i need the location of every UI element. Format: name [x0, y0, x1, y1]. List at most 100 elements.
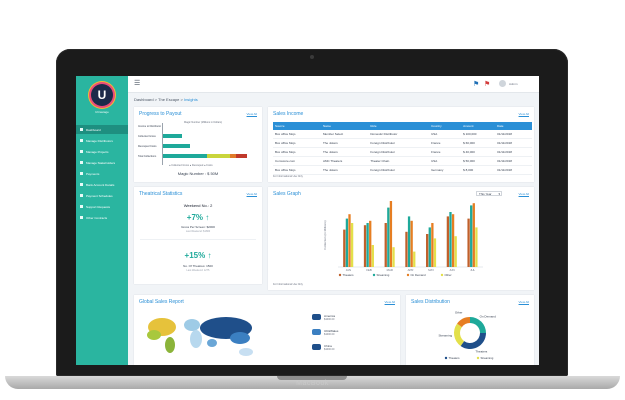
sidebar-item-other-contracts[interactable]: Other Contracts — [76, 213, 128, 222]
legend-swatch — [338, 273, 342, 277]
sidebar-item-label: Manage Projects — [86, 149, 109, 154]
column-header[interactable]: Name — [320, 122, 369, 130]
donut-slice — [457, 317, 470, 328]
gross-last-weekend: Last Weekend: $1800 — [185, 230, 211, 233]
sidebar-item-label: Manage Stakeholders — [86, 160, 116, 165]
bar — [426, 234, 429, 267]
nav-item-icon — [80, 139, 83, 142]
nav-item-icon — [80, 194, 83, 197]
region-name: UK&Wales — [324, 329, 339, 333]
table-cell: Box office Mojo — [273, 138, 321, 148]
slice-label: Streaming — [438, 333, 452, 337]
user-name[interactable]: Admin — [509, 82, 518, 86]
laptop-lid: U Ultrastage Dashboard Manage Distributor… — [56, 49, 568, 376]
sales-graph-view-all[interactable]: View All — [518, 192, 529, 196]
laptop-base — [5, 376, 620, 389]
table-row[interactable]: Box office Mojo The Jokers Foreign Distrib… — [273, 165, 532, 175]
progress-view-all[interactable]: View All — [246, 112, 257, 116]
bar — [369, 220, 372, 267]
bar — [413, 251, 416, 267]
legend-swatch — [476, 356, 480, 360]
bar — [348, 214, 351, 267]
region-value: $1000.00 — [324, 348, 335, 351]
sidebar-item-support-requests[interactable]: Support Requests — [76, 202, 128, 211]
progress-row-label: Recouped Costs — [138, 145, 157, 148]
notification-icon[interactable]: ⚑ — [473, 81, 480, 88]
table-row[interactable]: Box office Mojo The Jokers Foreign Distrib… — [273, 147, 532, 157]
x-tick-label: JUL — [470, 268, 475, 272]
table-cell: USA — [429, 156, 462, 166]
sidebar-item-label: Support Requests — [86, 204, 111, 209]
global-sales-title: Global Sales Report — [139, 299, 184, 305]
sales-graph-title: Sales Graph — [273, 191, 301, 197]
legend-label: Streaming — [481, 356, 494, 360]
sales-distribution-view-all[interactable]: View All — [518, 300, 529, 304]
sidebar-item-bank-account-details[interactable]: Bank Account Details — [76, 180, 128, 189]
table-cell: Theater Chain — [368, 156, 430, 166]
sales-income-footnote: For Informational Use Only — [273, 175, 303, 178]
global-sales-card: Global Sales Report View All America $100… — [134, 295, 400, 365]
bar — [449, 212, 452, 267]
period-select[interactable]: This Year ▾ — [476, 191, 502, 196]
nav-item-icon — [80, 216, 83, 219]
device-brand: MacBook — [296, 380, 329, 387]
bar — [366, 223, 369, 267]
sidebar-item-payments[interactable]: Payments — [76, 169, 128, 178]
progress-row-label: Total Collections — [138, 155, 157, 158]
column-header[interactable]: Country — [429, 122, 462, 130]
camera-dot — [310, 55, 314, 59]
column-header[interactable]: Source — [273, 122, 321, 130]
x-tick-label: MAY — [428, 268, 434, 272]
table-cell: Box office Mojo — [273, 147, 321, 157]
column-header[interactable]: Amount — [461, 122, 496, 130]
logo-letter: U — [97, 88, 107, 102]
table-cell: $ 60,000 — [461, 138, 496, 148]
progress-bar-segment — [163, 134, 183, 138]
donut-slice — [470, 317, 486, 333]
progress-title: Progress to Payout — [139, 111, 182, 117]
column-header[interactable]: Date — [495, 122, 532, 130]
progress-card: Progress to Payout View All Magic Number… — [134, 107, 262, 182]
table-cell: France — [429, 138, 462, 148]
sidebar-item-manage-projects[interactable]: Manage Projects — [76, 147, 128, 156]
sidebar-item-manage-stakeholders[interactable]: Manage Stakeholders — [76, 158, 128, 167]
gross-per-screen: Gross Per Screen: $2000 — [181, 225, 215, 229]
alert-icon[interactable]: ⚑ — [484, 81, 491, 88]
avatar[interactable] — [499, 80, 506, 87]
bar — [363, 225, 367, 267]
table-row[interactable]: Comscore.com AMC Theaters Theater Chain USA… — [273, 156, 532, 166]
menu-icon[interactable]: ☰ — [134, 80, 141, 87]
legend-label: On Demand — [411, 273, 427, 277]
table-cell: Foreign Distributor — [368, 147, 430, 157]
bar — [454, 236, 457, 267]
sidebar-item-label: Other Contracts — [86, 215, 108, 220]
table-cell: USA — [429, 130, 462, 139]
theatrical-view-all[interactable]: View All — [246, 192, 257, 196]
table-cell: Box office Mojo — [273, 130, 321, 139]
region-value: $1000.00 — [324, 318, 335, 321]
legend-label: Other — [445, 273, 452, 277]
sidebar-item-label: Manage Distributors — [86, 138, 113, 143]
column-header[interactable]: Role — [368, 122, 430, 130]
bar — [410, 220, 413, 267]
sidebar-item-manage-distributors[interactable]: Manage Distributors — [76, 136, 128, 145]
sidebar-item-payment-schedules[interactable]: Payment Schedules — [76, 191, 128, 200]
sidebar-item-dashboard[interactable]: Dashboard — [76, 125, 128, 134]
breadcrumb-path[interactable]: Dashboard > The Escape > — [134, 97, 184, 102]
nav-item-icon — [80, 172, 83, 175]
global-sales-view-all[interactable]: View All — [384, 300, 395, 304]
sales-income-view-all[interactable]: View All — [518, 112, 529, 116]
theatrical-card: Theatrical Statistics View All Weekend N… — [134, 187, 262, 284]
y-axis-label: Collection (in Millions) — [323, 220, 327, 249]
table-row[interactable]: Box office Mojo Member Select Domestic Dis… — [273, 130, 532, 139]
donut-chart: On Demand Theaters Streaming Other Theaters S… — [438, 310, 496, 360]
table-row[interactable]: Box office Mojo The Jokers Foreign Distrib… — [273, 138, 532, 148]
app-logo[interactable]: U — [91, 84, 113, 106]
table-cell: Germany — [429, 165, 462, 175]
x-tick-label: JUN — [449, 268, 454, 272]
sales-bar-chart: Collection (in Millions) JAN FEB MAR APR MAY J… — [323, 201, 483, 277]
theatres-last-weekend: Last Weekend: 1275 — [186, 269, 210, 272]
legend-label: Streaming — [377, 273, 390, 277]
sales-income-title: Sales Income — [273, 111, 304, 117]
theatrical-title: Theatrical Statistics — [139, 191, 183, 197]
